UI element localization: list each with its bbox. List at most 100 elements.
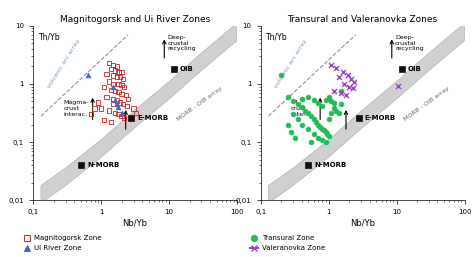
Point bbox=[333, 108, 340, 113]
Point bbox=[333, 66, 340, 70]
Point bbox=[105, 108, 113, 113]
Point bbox=[130, 106, 137, 111]
Point bbox=[318, 138, 326, 142]
Point bbox=[294, 117, 301, 121]
Point bbox=[111, 89, 119, 93]
Point bbox=[113, 64, 120, 68]
Text: Deep-
crustal
recycling: Deep- crustal recycling bbox=[395, 35, 424, 51]
Point bbox=[310, 98, 318, 103]
Point bbox=[312, 120, 320, 124]
Point bbox=[120, 85, 128, 89]
Polygon shape bbox=[41, 23, 237, 203]
Point bbox=[118, 70, 125, 74]
Point bbox=[103, 95, 110, 99]
Point bbox=[328, 111, 335, 115]
Text: E-MORB: E-MORB bbox=[365, 115, 396, 121]
Point bbox=[115, 105, 122, 109]
Title: Transural and Valeranovka Zones: Transural and Valeranovka Zones bbox=[288, 15, 438, 24]
Point bbox=[310, 132, 318, 136]
Point bbox=[115, 70, 122, 74]
Point bbox=[91, 106, 98, 111]
Point bbox=[97, 106, 105, 111]
Point bbox=[330, 100, 338, 105]
Point bbox=[342, 93, 350, 97]
Point bbox=[124, 97, 132, 101]
Point bbox=[316, 125, 324, 129]
Point bbox=[116, 100, 124, 105]
Point bbox=[291, 135, 299, 140]
Point bbox=[118, 83, 125, 87]
Point bbox=[335, 111, 342, 115]
Point bbox=[100, 85, 108, 89]
Text: volcanic arc array: volcanic arc array bbox=[46, 39, 81, 89]
Point bbox=[133, 111, 140, 115]
Point bbox=[109, 102, 117, 106]
Point bbox=[328, 99, 335, 104]
Point bbox=[118, 111, 125, 115]
Text: Magma-
crust
interac.: Magma- crust interac. bbox=[64, 100, 89, 117]
Point bbox=[287, 130, 295, 134]
Point bbox=[340, 82, 348, 86]
Text: OIB: OIB bbox=[180, 66, 194, 72]
Point bbox=[304, 127, 312, 131]
Text: M.
crust
inter.: M. crust inter. bbox=[291, 100, 307, 117]
Point bbox=[298, 105, 305, 109]
Point bbox=[314, 123, 322, 127]
Point bbox=[122, 93, 129, 97]
Point bbox=[120, 116, 128, 120]
Point bbox=[344, 74, 351, 78]
Point bbox=[118, 114, 125, 118]
Point bbox=[289, 112, 297, 116]
Point bbox=[349, 86, 357, 90]
Point bbox=[335, 75, 342, 79]
Text: N-MORB: N-MORB bbox=[315, 162, 347, 168]
Text: Th/Yb: Th/Yb bbox=[266, 33, 288, 42]
Point bbox=[289, 99, 297, 104]
Point bbox=[85, 74, 92, 78]
Point bbox=[277, 74, 285, 78]
Point bbox=[320, 128, 328, 132]
Point bbox=[100, 118, 108, 122]
Point bbox=[337, 102, 345, 106]
Point bbox=[318, 127, 326, 131]
Point bbox=[322, 140, 329, 144]
X-axis label: Nb/Yb: Nb/Yb bbox=[123, 218, 147, 227]
Point bbox=[325, 117, 332, 121]
Point bbox=[322, 130, 329, 134]
Point bbox=[94, 100, 102, 105]
Point bbox=[107, 67, 115, 71]
Point bbox=[105, 61, 113, 65]
Point bbox=[115, 82, 122, 86]
Point bbox=[394, 84, 402, 88]
Point bbox=[298, 123, 305, 127]
Point bbox=[301, 108, 309, 113]
Point bbox=[111, 68, 119, 72]
Point bbox=[109, 85, 117, 89]
Point bbox=[113, 102, 120, 106]
Point bbox=[294, 102, 301, 106]
Title: Magnitogorsk and Ui River Zones: Magnitogorsk and Ui River Zones bbox=[60, 15, 210, 24]
Point bbox=[107, 88, 115, 92]
Point bbox=[314, 100, 322, 105]
Point bbox=[123, 104, 131, 108]
Point bbox=[347, 77, 355, 81]
Point bbox=[345, 85, 353, 89]
Point bbox=[351, 79, 358, 84]
Text: MORB - OIB array: MORB - OIB array bbox=[403, 86, 451, 122]
Point bbox=[304, 111, 312, 115]
Point bbox=[310, 117, 318, 121]
X-axis label: Nb/Yb: Nb/Yb bbox=[350, 218, 375, 227]
Point bbox=[87, 112, 94, 116]
Point bbox=[307, 114, 315, 118]
Point bbox=[322, 98, 329, 103]
Point bbox=[314, 135, 322, 140]
Text: E-MORB: E-MORB bbox=[137, 115, 168, 121]
Point bbox=[337, 91, 345, 95]
Point bbox=[337, 89, 345, 93]
Point bbox=[109, 74, 117, 78]
Point bbox=[298, 97, 305, 101]
Text: OIB: OIB bbox=[408, 66, 421, 72]
Point bbox=[307, 140, 315, 144]
Point bbox=[115, 90, 122, 94]
Point bbox=[323, 132, 331, 136]
